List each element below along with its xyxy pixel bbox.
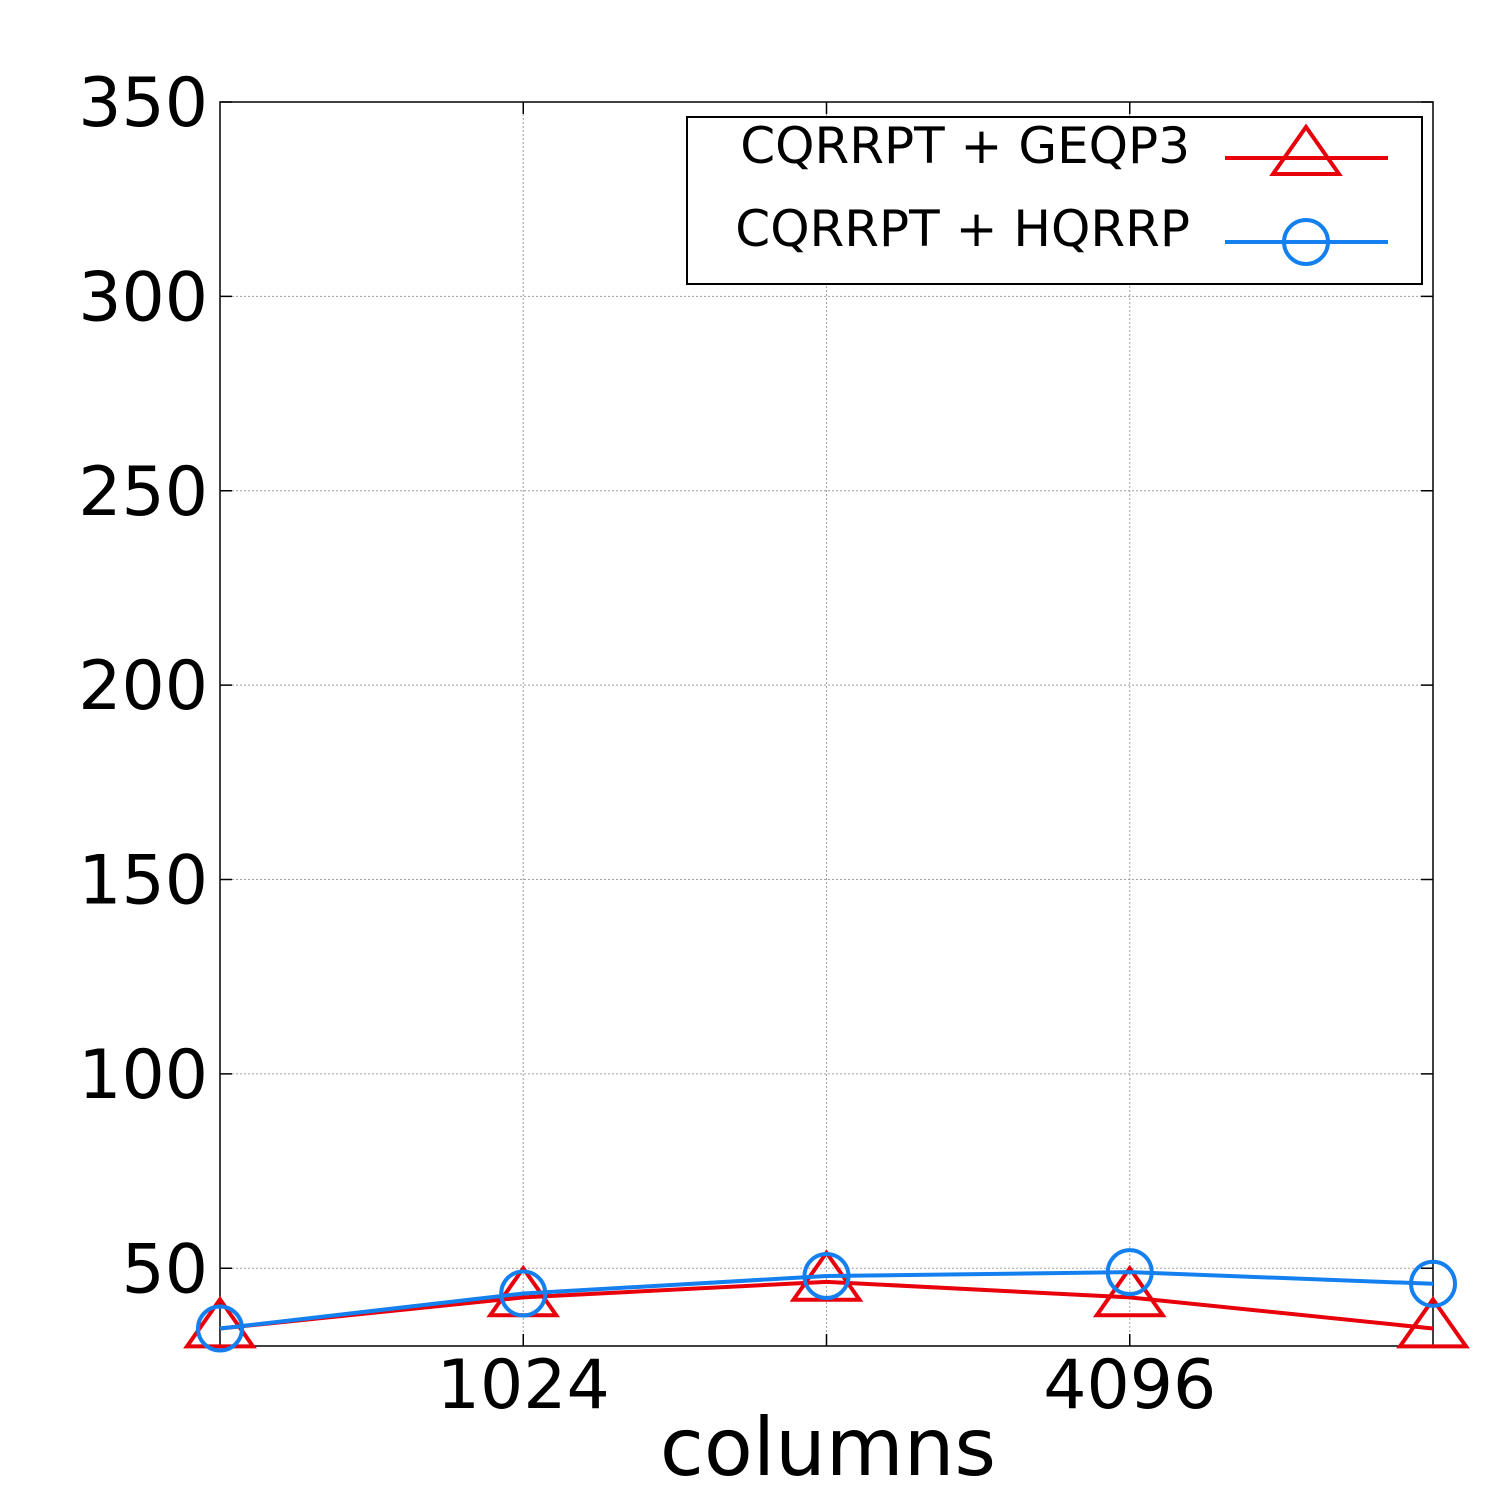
series [183,1248,1470,1353]
series-line-geqp3 [219,1279,1434,1331]
x-tick-label: 1024 [437,1346,610,1425]
ticks: 50 100 150 200 250 300 350 1024 4096 [78,64,1433,1425]
data-point-circle [1409,1259,1457,1308]
y-tick-label: 100 [78,1036,208,1115]
legend-marker-circle [1282,218,1330,266]
grid [220,102,1433,1346]
y-tick-label: 50 [121,1230,208,1309]
data-point-circle [802,1252,851,1301]
legend: CQRRPT + GEQP3 CQRRPT + HQRRP [686,116,1423,285]
y-tick-label: 250 [78,453,208,532]
y-tick-label: 200 [78,647,208,726]
x-axis-title: columns [660,1401,996,1494]
y-tick-label: 350 [78,64,208,143]
data-point-circle [1105,1248,1154,1297]
legend-label-hqrrp: CQRRPT + HQRRP [735,200,1190,258]
legend-label-geqp3: CQRRPT + GEQP3 [740,117,1190,175]
series-line-hqrrp [219,1270,1434,1331]
legend-marker-triangle [1269,123,1343,176]
data-point-circle [499,1269,548,1318]
data-point-triangle [1092,1264,1167,1318]
data-point-triangle [1396,1295,1470,1349]
y-tick-label: 150 [78,842,208,921]
data-point-circle [196,1304,244,1353]
x-tick-label: 4096 [1043,1346,1216,1425]
legend-box [686,116,1423,285]
data-point-triangle [183,1295,257,1349]
y-tick-label: 300 [78,258,208,337]
